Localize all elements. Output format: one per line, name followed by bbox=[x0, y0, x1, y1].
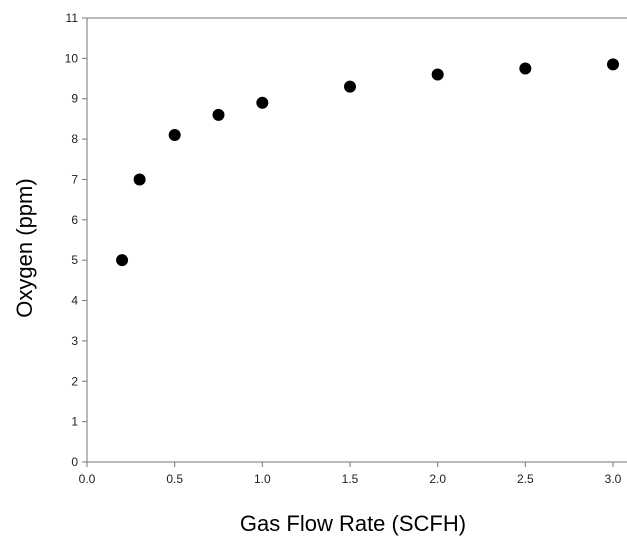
axes bbox=[86, 17, 627, 463]
x-tick-label: 0.0 bbox=[79, 472, 96, 486]
x-tick-label: 1.5 bbox=[342, 472, 359, 486]
y-tick-label: 6 bbox=[71, 213, 78, 227]
data-point bbox=[519, 62, 532, 75]
x-axis-title: Gas Flow Rate (SCFH) bbox=[240, 511, 466, 536]
x-tick-label: 0.5 bbox=[166, 472, 183, 486]
y-tick-label: 9 bbox=[71, 92, 78, 106]
y-tick-label: 5 bbox=[71, 253, 78, 267]
data-point bbox=[431, 68, 444, 81]
data-point bbox=[212, 108, 225, 121]
y-tick-label: 0 bbox=[71, 455, 78, 469]
x-tick-label: 3.0 bbox=[605, 472, 622, 486]
x-tick-label: 1.0 bbox=[254, 472, 271, 486]
y-ticks: 0 1 2 3 4 5 6 7 8 9 10 11 bbox=[65, 11, 87, 469]
data-points bbox=[116, 58, 619, 267]
data-point bbox=[133, 173, 146, 186]
data-point bbox=[344, 80, 356, 93]
x-tick-label: 2.5 bbox=[517, 472, 534, 486]
y-tick-label: 4 bbox=[71, 294, 78, 308]
x-tick-label: 2.0 bbox=[429, 472, 446, 486]
y-tick-label: 10 bbox=[65, 51, 79, 65]
y-tick-label: 8 bbox=[71, 132, 78, 146]
y-tick-label: 7 bbox=[71, 172, 78, 186]
data-point bbox=[168, 129, 181, 142]
y-tick-label: 2 bbox=[71, 374, 78, 388]
data-point bbox=[607, 58, 619, 71]
y-axis-title: Oxygen (ppm) bbox=[12, 178, 37, 317]
x-ticks: 0.0 0.5 1.0 1.5 2.0 2.5 3.0 bbox=[79, 462, 622, 486]
data-point bbox=[256, 96, 269, 109]
y-tick-label: 1 bbox=[71, 415, 78, 429]
y-tick-label: 11 bbox=[66, 11, 79, 25]
data-point bbox=[116, 254, 129, 267]
y-tick-label: 3 bbox=[71, 334, 78, 348]
